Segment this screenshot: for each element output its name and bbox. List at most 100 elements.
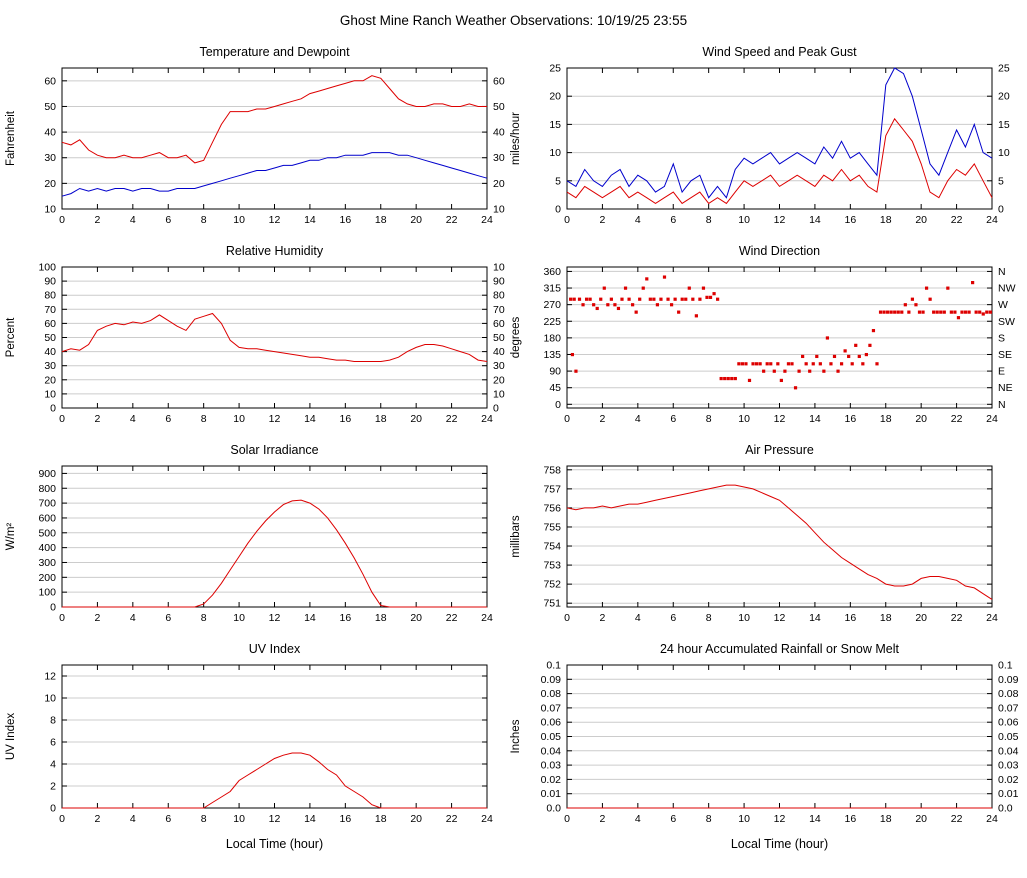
svg-text:90: 90 xyxy=(549,366,561,378)
svg-text:UV Index: UV Index xyxy=(5,713,17,761)
svg-text:40: 40 xyxy=(44,127,56,139)
svg-text:22: 22 xyxy=(951,413,963,425)
svg-text:22: 22 xyxy=(446,813,458,825)
svg-text:0.05: 0.05 xyxy=(541,731,562,743)
svg-text:18: 18 xyxy=(375,413,387,425)
svg-text:757: 757 xyxy=(543,483,561,495)
svg-text:12: 12 xyxy=(269,413,281,425)
svg-text:80: 80 xyxy=(493,290,505,302)
svg-text:10: 10 xyxy=(738,813,750,825)
svg-text:5: 5 xyxy=(998,175,1004,187)
svg-text:270: 270 xyxy=(543,299,561,311)
svg-text:12: 12 xyxy=(774,612,786,624)
svg-text:70: 70 xyxy=(44,304,56,316)
svg-text:0: 0 xyxy=(564,813,570,825)
svg-text:360: 360 xyxy=(543,266,561,278)
svg-text:12: 12 xyxy=(269,214,281,226)
svg-text:0.05: 0.05 xyxy=(998,731,1019,743)
svg-text:0.06: 0.06 xyxy=(998,717,1019,729)
svg-text:40: 40 xyxy=(493,346,505,358)
svg-text:6: 6 xyxy=(670,813,676,825)
svg-text:0.07: 0.07 xyxy=(541,702,562,714)
svg-text:4: 4 xyxy=(130,612,136,624)
svg-text:0.06: 0.06 xyxy=(541,717,562,729)
svg-text:10: 10 xyxy=(233,413,245,425)
svg-text:12: 12 xyxy=(44,671,56,683)
svg-text:24: 24 xyxy=(986,413,998,425)
svg-text:24: 24 xyxy=(986,813,998,825)
chart-grid: Temperature and Dewpoint 10 10 20 20 30 30 40 4… xyxy=(0,42,1027,864)
svg-text:6: 6 xyxy=(670,214,676,226)
svg-text:N: N xyxy=(998,399,1006,411)
svg-text:8: 8 xyxy=(201,214,207,226)
chart-solar-irradiance: Solar Irradiance 0 100 200 300 400 500 600 700 8… xyxy=(0,440,505,639)
svg-text:2: 2 xyxy=(599,214,605,226)
svg-text:20: 20 xyxy=(410,813,422,825)
svg-text:16: 16 xyxy=(844,612,856,624)
svg-text:4: 4 xyxy=(635,813,641,825)
svg-text:14: 14 xyxy=(809,813,821,825)
svg-text:135: 135 xyxy=(543,349,561,361)
svg-text:758: 758 xyxy=(543,464,561,476)
svg-text:60: 60 xyxy=(44,318,56,330)
svg-text:25: 25 xyxy=(549,63,561,75)
svg-text:20: 20 xyxy=(915,413,927,425)
svg-text:12: 12 xyxy=(269,813,281,825)
svg-text:90: 90 xyxy=(44,276,56,288)
svg-text:40: 40 xyxy=(493,127,505,139)
svg-text:14: 14 xyxy=(304,214,316,226)
svg-text:50: 50 xyxy=(493,101,505,113)
svg-text:70: 70 xyxy=(493,304,505,316)
svg-text:18: 18 xyxy=(880,813,892,825)
svg-text:300: 300 xyxy=(38,557,56,569)
svg-text:0: 0 xyxy=(555,204,561,216)
svg-text:14: 14 xyxy=(809,612,821,624)
svg-text:0: 0 xyxy=(50,602,56,614)
svg-text:751: 751 xyxy=(543,598,561,610)
svg-text:18: 18 xyxy=(375,612,387,624)
svg-text:2: 2 xyxy=(599,813,605,825)
svg-text:10: 10 xyxy=(44,204,56,216)
svg-text:0.09: 0.09 xyxy=(998,674,1019,686)
page-title: Ghost Mine Ranch Weather Observations: 1… xyxy=(339,13,688,28)
svg-text:4: 4 xyxy=(130,813,136,825)
svg-text:40: 40 xyxy=(44,346,56,358)
chart-title: Solar Irradiance xyxy=(230,443,319,457)
svg-text:15: 15 xyxy=(998,119,1010,131)
svg-text:SW: SW xyxy=(998,316,1015,328)
svg-text:6: 6 xyxy=(165,612,171,624)
svg-text:30: 30 xyxy=(44,152,56,164)
svg-text:0.08: 0.08 xyxy=(998,688,1019,700)
svg-text:6: 6 xyxy=(50,737,56,749)
svg-text:NE: NE xyxy=(998,382,1013,394)
svg-text:16: 16 xyxy=(844,813,856,825)
svg-text:20: 20 xyxy=(915,214,927,226)
svg-text:22: 22 xyxy=(446,413,458,425)
svg-text:22: 22 xyxy=(951,214,963,226)
svg-text:600: 600 xyxy=(38,512,56,524)
svg-text:4: 4 xyxy=(635,214,641,226)
chart-relative-humidity: Relative Humidity 0 0 10 10 20 20 30 30 40 40 50 50… xyxy=(0,241,505,440)
svg-text:225: 225 xyxy=(543,316,561,328)
svg-text:E: E xyxy=(998,366,1005,378)
chart-title: 24 hour Accumulated Rainfall or Snow Mel… xyxy=(659,642,899,656)
svg-text:0.1: 0.1 xyxy=(546,660,561,672)
svg-text:0.01: 0.01 xyxy=(541,788,562,800)
svg-text:0.04: 0.04 xyxy=(998,745,1019,757)
svg-text:30: 30 xyxy=(44,360,56,372)
svg-text:16: 16 xyxy=(844,413,856,425)
svg-text:8: 8 xyxy=(706,413,712,425)
svg-text:4: 4 xyxy=(130,413,136,425)
svg-text:50: 50 xyxy=(44,332,56,344)
chart-title: Temperature and Dewpoint xyxy=(199,45,350,59)
svg-text:0: 0 xyxy=(59,413,65,425)
svg-text:10: 10 xyxy=(549,147,561,159)
chart-temperature-dewpoint: Temperature and Dewpoint 10 10 20 20 30 30 40 4… xyxy=(0,42,505,241)
svg-text:6: 6 xyxy=(165,214,171,226)
svg-text:14: 14 xyxy=(809,413,821,425)
svg-text:500: 500 xyxy=(38,527,56,539)
svg-text:10: 10 xyxy=(233,612,245,624)
